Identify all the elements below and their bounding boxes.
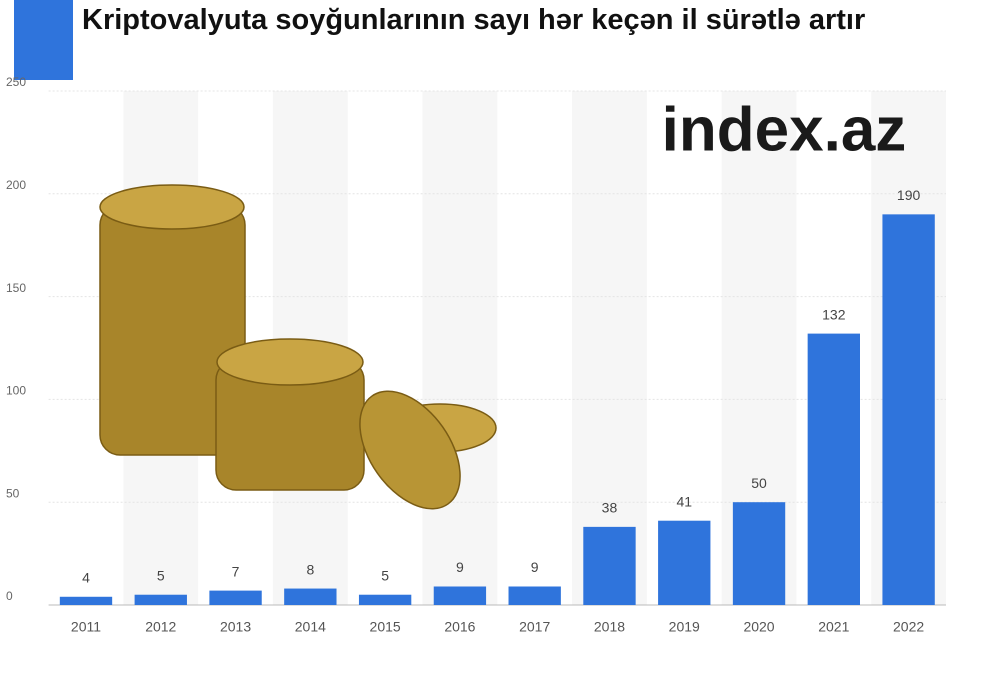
y-tick-label: 0: [6, 589, 13, 603]
bar: [658, 520, 711, 605]
bar: [209, 590, 262, 605]
bar: [134, 594, 187, 605]
y-tick-label: 250: [6, 75, 26, 89]
value-label: 41: [676, 493, 692, 509]
value-label: 5: [157, 567, 165, 583]
bar: [882, 214, 935, 606]
bar: [358, 594, 412, 605]
x-tick-label: 2013: [220, 619, 251, 635]
x-tick-label: 2019: [669, 619, 700, 635]
value-label: 7: [232, 563, 240, 579]
chart-title: Kriptovalyuta soyğunlarının sayı hər keç…: [82, 4, 866, 36]
value-label: 190: [897, 187, 921, 203]
bar: [807, 333, 860, 605]
y-tick-label: 150: [6, 281, 26, 295]
x-tick-label: 2016: [444, 619, 475, 635]
value-label: 4: [82, 569, 90, 585]
coins: [99, 184, 497, 510]
value-label: 8: [306, 561, 314, 577]
x-tick-label: 2011: [71, 619, 101, 635]
bar: [284, 588, 337, 605]
column-band: [572, 91, 647, 605]
bar: [583, 526, 636, 605]
bar: [508, 586, 561, 605]
value-label: 50: [751, 475, 767, 491]
x-tick-label: 2014: [295, 619, 326, 635]
bar: [59, 596, 113, 605]
title-marker: [14, 0, 73, 80]
x-tick-label: 2018: [594, 619, 625, 635]
y-tick-label: 50: [6, 486, 20, 500]
y-tick-label: 100: [6, 384, 26, 398]
value-label: 5: [381, 567, 389, 583]
x-tick-label: 2012: [145, 619, 176, 635]
bar: [433, 586, 487, 605]
bar: [732, 502, 786, 605]
x-tick-label: 2022: [893, 619, 924, 635]
value-label: 132: [822, 306, 846, 322]
value-label: 9: [531, 559, 539, 575]
x-tick-label: 2021: [818, 619, 849, 635]
column-band: [422, 91, 498, 605]
marks: 2011 4 2012 5 2013 7 2014 8 2015 5 2016 9 2017 9 2018 3…: [59, 187, 935, 635]
logo: index.az: [662, 95, 907, 164]
x-tick-label: 2015: [370, 619, 401, 635]
value-label: 9: [456, 559, 464, 575]
x-tick-label: 2020: [743, 619, 774, 635]
value-label: 38: [602, 500, 618, 516]
y-tick-label: 200: [6, 178, 26, 192]
x-tick-label: 2017: [519, 619, 550, 635]
